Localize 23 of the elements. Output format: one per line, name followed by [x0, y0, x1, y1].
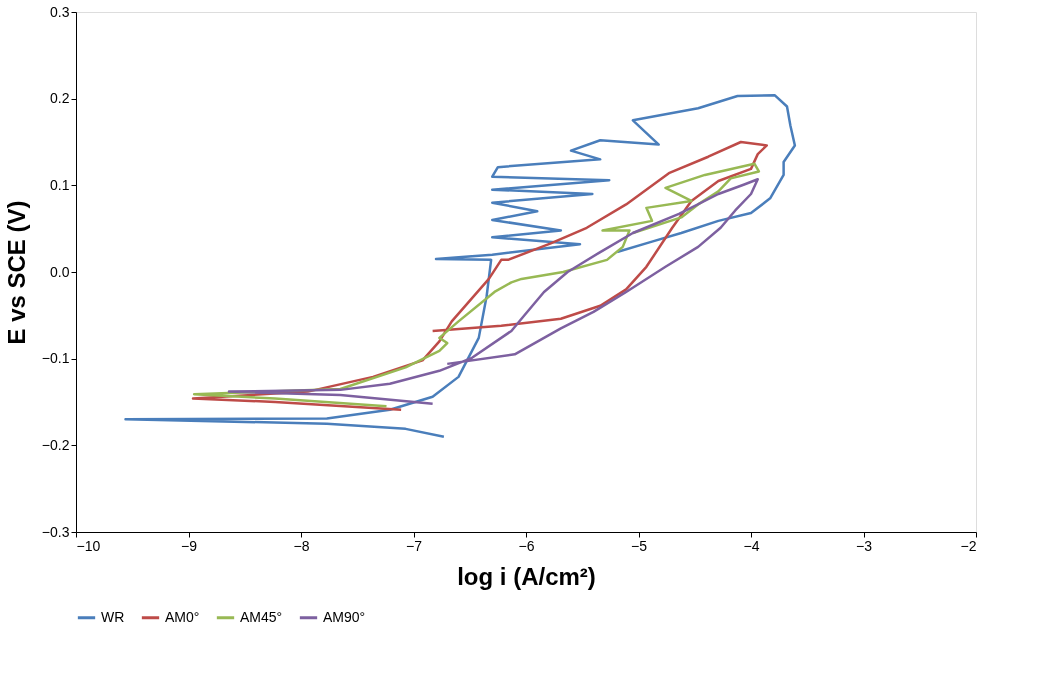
y-tick-label: 0.2 [50, 90, 70, 107]
legend-label: AM0° [165, 608, 200, 625]
y-tick-label: −0.2 [41, 436, 70, 453]
x-tick-label: −5 [631, 537, 648, 554]
y-tick-label: −0.3 [41, 523, 70, 540]
legend-label: AM45° [240, 608, 283, 625]
x-tick-label: −9 [181, 537, 198, 554]
y-tick-label: 0.3 [50, 3, 70, 20]
y-tick-label: 0.0 [50, 263, 70, 280]
legend-label: AM90° [323, 608, 366, 625]
x-tick-label: −7 [406, 537, 423, 554]
x-axis-title: log i (A/cm²) [457, 562, 596, 590]
line-series [124, 93, 797, 438]
x-tick-label: −10 [76, 537, 101, 554]
x-tick-label: −6 [518, 537, 535, 554]
y-tick-label: 0.1 [50, 176, 70, 193]
y-tick-label: −0.1 [41, 350, 70, 367]
x-tick-label: −4 [743, 537, 760, 554]
x-tick-label: −3 [856, 537, 873, 554]
x-tick-label: −8 [293, 537, 310, 554]
legend-label: WR [101, 608, 125, 625]
y-axis-title: E vs SCE (V) [2, 200, 30, 345]
x-tick-label: −2 [960, 537, 977, 554]
